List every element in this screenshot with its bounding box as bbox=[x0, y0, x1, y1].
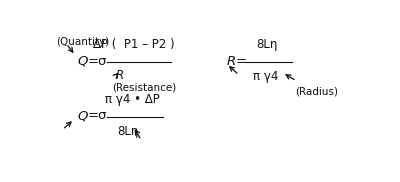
Text: σ: σ bbox=[98, 109, 106, 122]
Text: =: = bbox=[87, 109, 98, 122]
Text: =: = bbox=[87, 55, 98, 68]
Text: 8Lη: 8Lη bbox=[118, 125, 139, 138]
Text: ΔP (  P1 – P2 ): ΔP ( P1 – P2 ) bbox=[93, 38, 174, 51]
Text: (Quantity): (Quantity) bbox=[56, 37, 110, 47]
Text: =: = bbox=[236, 55, 247, 68]
Text: π γ4: π γ4 bbox=[253, 70, 278, 83]
Text: (Radius): (Radius) bbox=[295, 86, 338, 96]
Text: (Resistance): (Resistance) bbox=[112, 82, 176, 92]
Text: 8Lη: 8Lη bbox=[256, 38, 278, 51]
Text: R: R bbox=[115, 70, 124, 82]
Text: Q: Q bbox=[77, 109, 87, 122]
Text: Q: Q bbox=[77, 55, 87, 68]
Text: R: R bbox=[227, 55, 236, 68]
Text: σ: σ bbox=[98, 55, 106, 68]
Text: π γ4 • ΔP: π γ4 • ΔP bbox=[105, 93, 160, 106]
